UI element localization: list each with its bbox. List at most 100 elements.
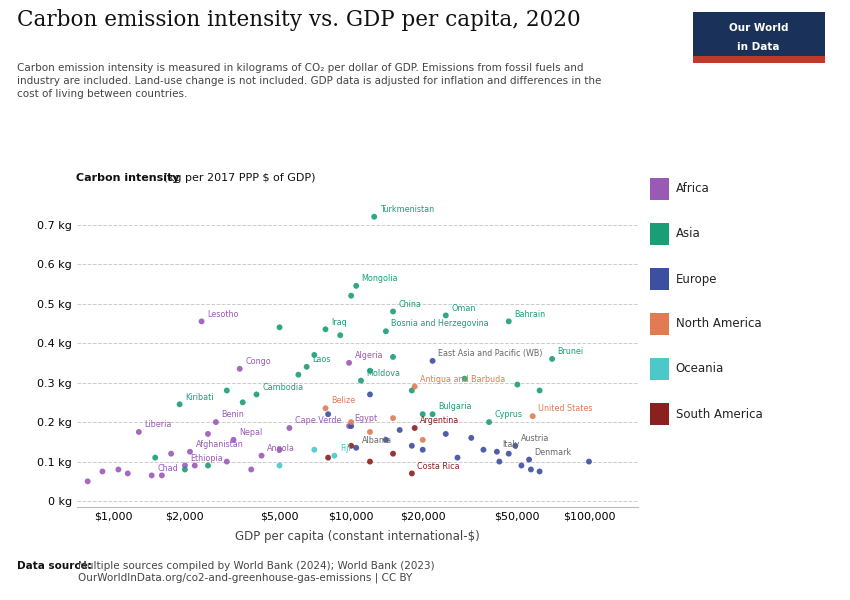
Point — [155, 470, 168, 480]
Point — [477, 445, 490, 455]
Text: Asia: Asia — [676, 227, 700, 241]
Point — [144, 470, 158, 480]
Point — [220, 386, 234, 395]
Text: Bahrain: Bahrain — [514, 310, 546, 319]
Text: Cyprus: Cyprus — [495, 410, 523, 419]
Point — [308, 445, 321, 455]
Point — [81, 476, 94, 486]
Point — [319, 403, 332, 413]
Point — [363, 366, 377, 376]
Text: Oceania: Oceania — [676, 362, 724, 376]
Point — [178, 461, 192, 470]
Point — [245, 464, 258, 474]
Point — [464, 433, 478, 443]
Point — [367, 212, 381, 221]
Text: Africa: Africa — [676, 182, 710, 196]
Text: Lesotho: Lesotho — [207, 310, 239, 319]
Point — [416, 435, 429, 445]
Text: East Asia and Pacific (WB): East Asia and Pacific (WB) — [438, 349, 542, 358]
Point — [343, 421, 356, 431]
Point — [405, 386, 419, 395]
Text: Austria: Austria — [521, 434, 549, 443]
Point — [386, 307, 400, 316]
Point — [327, 451, 341, 460]
Point — [349, 443, 363, 452]
Point — [195, 317, 208, 326]
Text: Europe: Europe — [676, 272, 717, 286]
Point — [439, 429, 452, 439]
X-axis label: GDP per capita (constant international-$): GDP per capita (constant international-$… — [235, 530, 479, 543]
Text: Cambodia: Cambodia — [262, 383, 303, 392]
Text: Iraq: Iraq — [331, 317, 347, 326]
Point — [236, 398, 250, 407]
Text: Burundi: Burundi — [0, 599, 1, 600]
Point — [416, 445, 429, 455]
Point — [533, 386, 547, 395]
Point — [416, 409, 429, 419]
Point — [405, 469, 419, 478]
Point — [282, 423, 296, 433]
Text: Liberia: Liberia — [144, 420, 172, 429]
Text: Turkmenistan: Turkmenistan — [380, 205, 434, 214]
Point — [273, 461, 286, 470]
Point — [64, 461, 77, 470]
Text: Moldova: Moldova — [366, 369, 400, 378]
Text: Bulgaria: Bulgaria — [438, 403, 472, 412]
Point — [344, 291, 358, 301]
Point — [408, 423, 422, 433]
Text: Nepal: Nepal — [239, 428, 263, 437]
Point — [408, 382, 422, 391]
Point — [227, 435, 241, 445]
Text: Congo: Congo — [246, 357, 271, 366]
Point — [405, 441, 419, 451]
Text: Antigua and Barbuda: Antigua and Barbuda — [420, 375, 506, 384]
Point — [582, 457, 596, 466]
Point — [393, 425, 406, 435]
Text: Argentina: Argentina — [420, 416, 460, 425]
Point — [386, 413, 400, 423]
Point — [321, 453, 335, 463]
Point — [250, 389, 264, 399]
Text: Benin: Benin — [222, 410, 244, 419]
Point — [344, 421, 358, 431]
Text: Fiji: Fiji — [340, 444, 350, 453]
Point — [482, 417, 496, 427]
Text: (kg per 2017 PPP $ of GDP): (kg per 2017 PPP $ of GDP) — [160, 173, 315, 183]
Point — [173, 400, 186, 409]
Point — [349, 281, 363, 290]
Point — [220, 457, 234, 466]
Point — [183, 447, 196, 457]
Point — [164, 449, 178, 458]
Point — [363, 427, 377, 437]
Point — [526, 412, 540, 421]
Point — [363, 389, 377, 399]
Point — [458, 374, 472, 383]
Point — [321, 409, 335, 419]
Point — [386, 449, 400, 458]
Point — [111, 464, 125, 474]
Text: Data source:: Data source: — [17, 561, 95, 571]
Point — [439, 311, 452, 320]
Point — [96, 467, 110, 476]
Point — [524, 464, 538, 474]
Point — [379, 326, 393, 336]
Text: Costa Rica: Costa Rica — [417, 461, 460, 470]
Point — [178, 464, 192, 474]
Text: North America: North America — [676, 317, 762, 331]
Point — [490, 447, 504, 457]
Point — [188, 461, 201, 470]
Point — [426, 356, 439, 365]
Point — [255, 451, 269, 460]
Point — [273, 323, 286, 332]
Text: Algeria: Algeria — [354, 351, 383, 360]
Text: Chad: Chad — [157, 464, 178, 473]
Text: Laos: Laos — [312, 355, 331, 364]
Point — [132, 427, 145, 437]
Text: Oman: Oman — [451, 304, 476, 313]
Text: Afghanistan: Afghanistan — [196, 440, 243, 449]
Point — [333, 331, 347, 340]
Text: Bosnia and Herzegovina: Bosnia and Herzegovina — [392, 319, 489, 328]
Point — [209, 417, 223, 427]
Point — [201, 461, 215, 470]
Text: Our World: Our World — [728, 23, 788, 34]
